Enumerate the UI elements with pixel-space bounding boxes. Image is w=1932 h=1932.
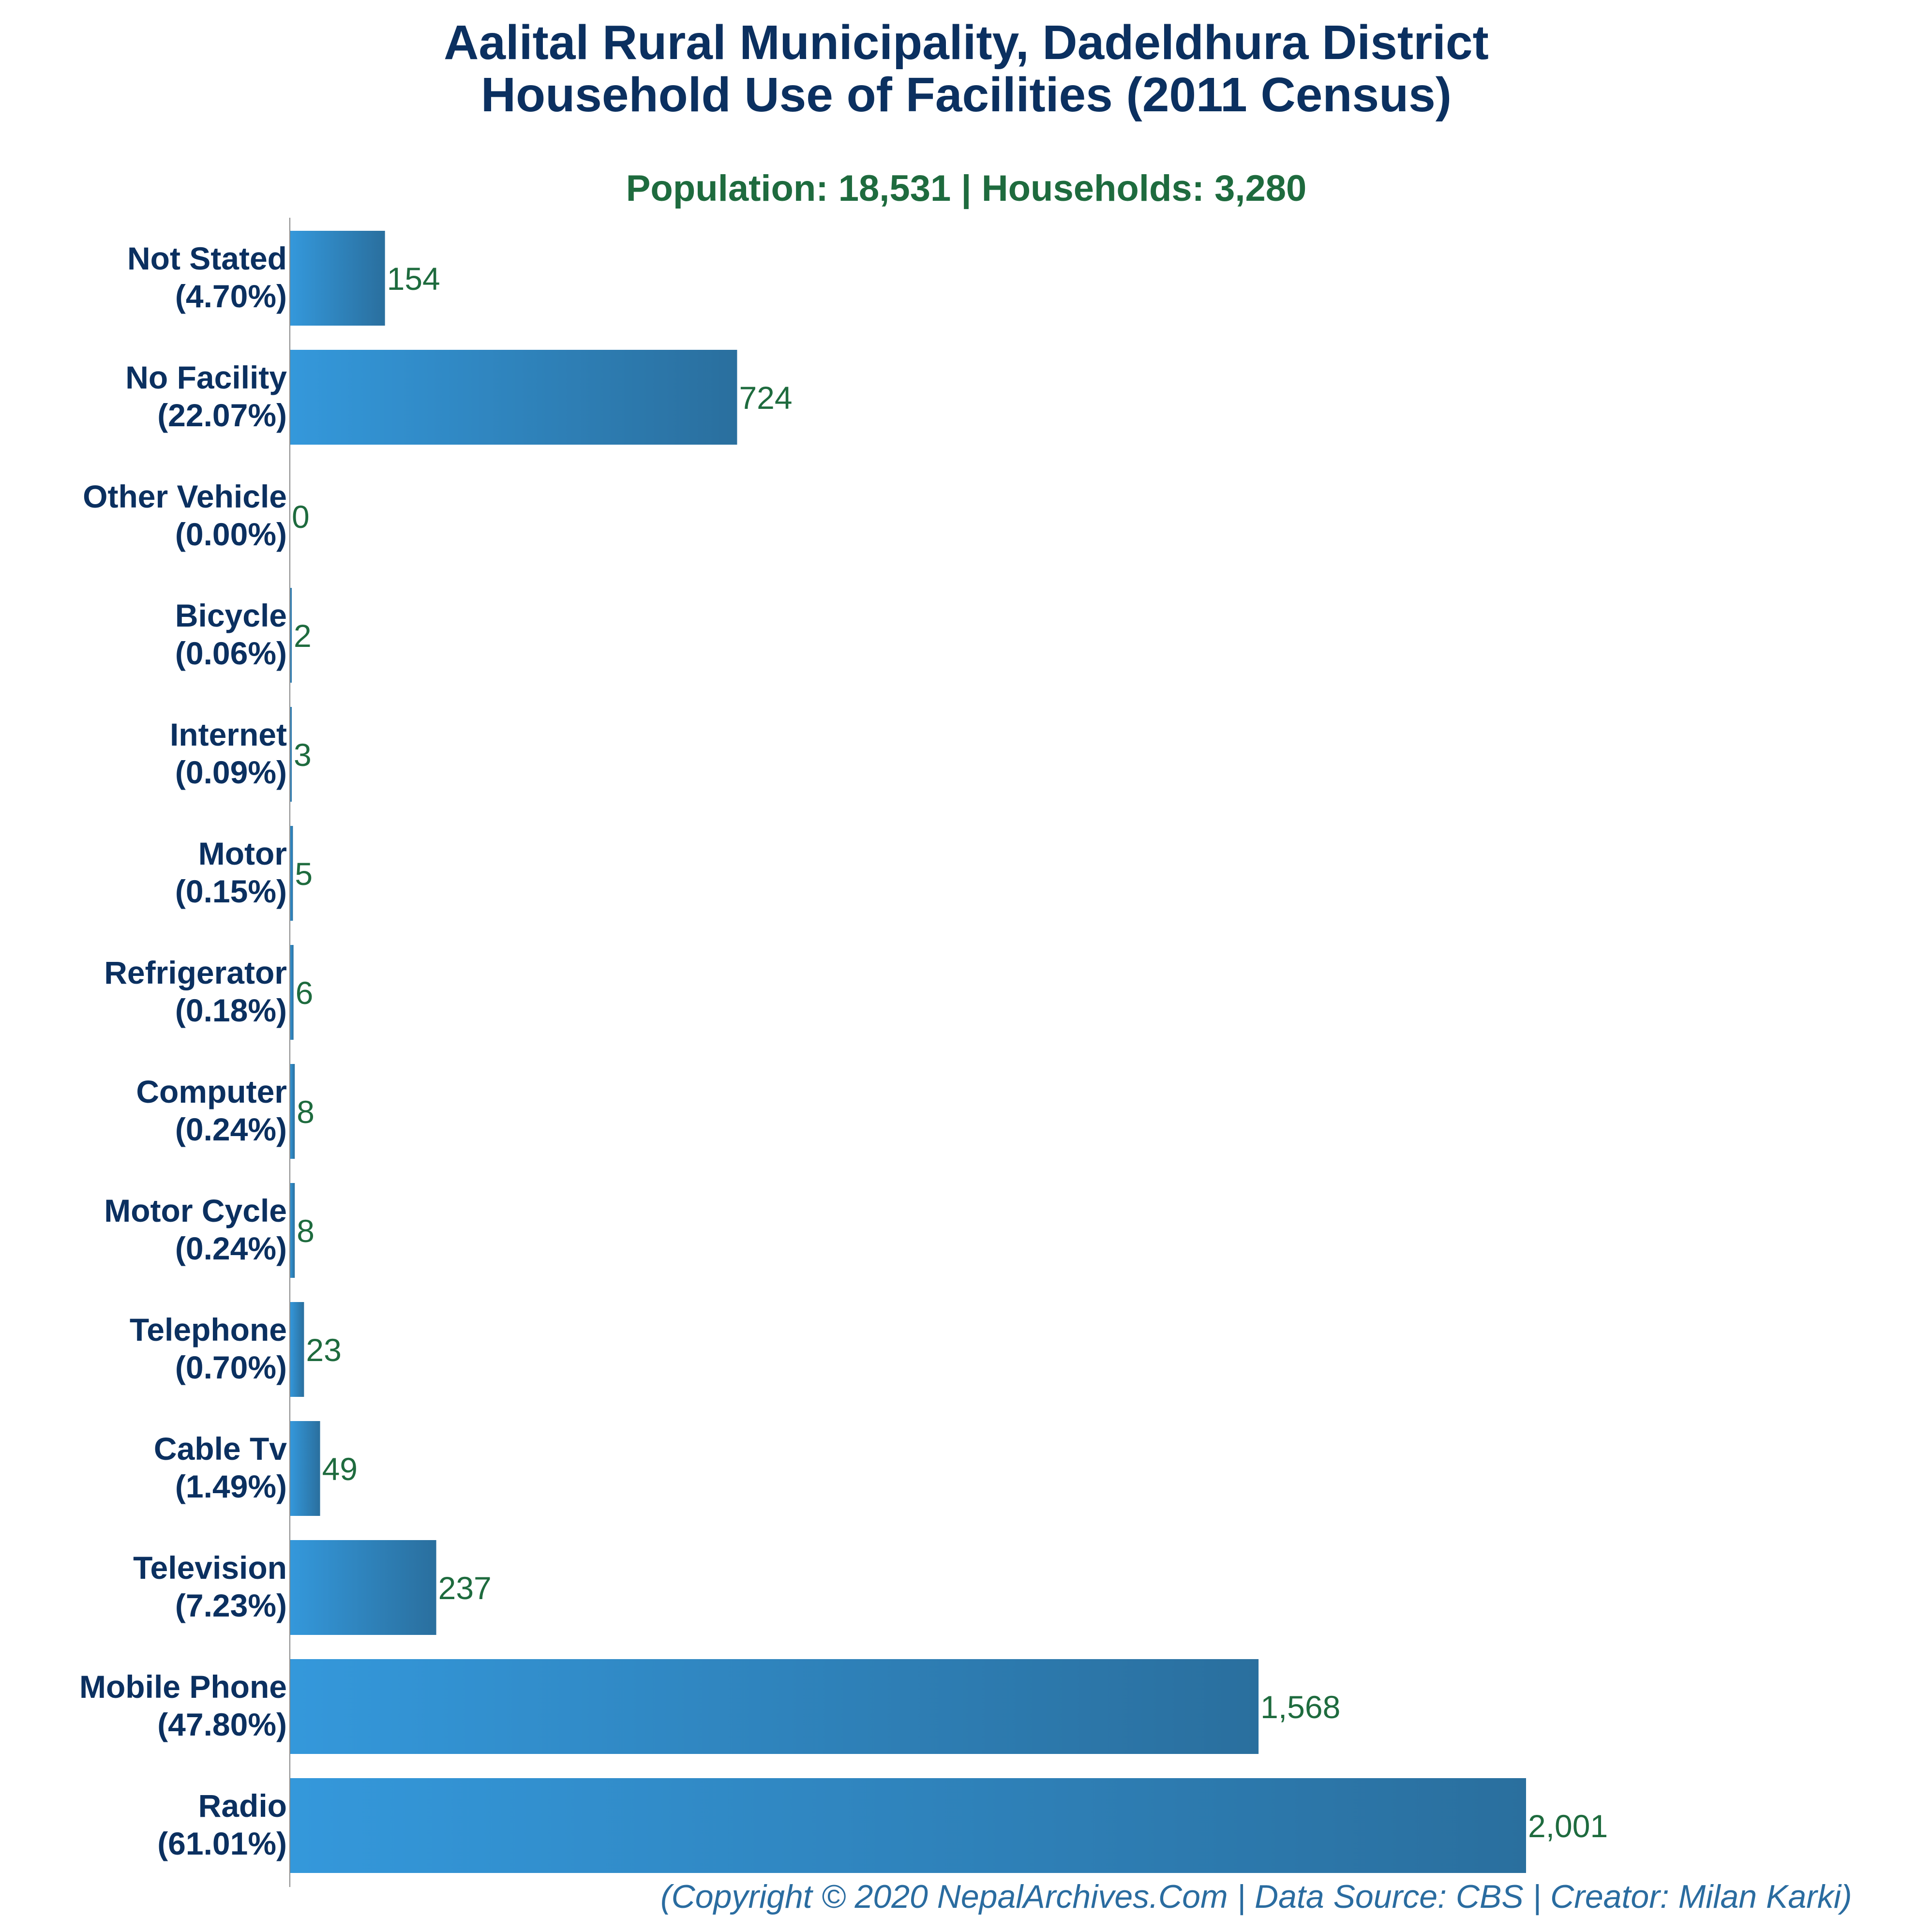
bar-no-facility	[290, 350, 737, 445]
bar-radio	[290, 1778, 1526, 1873]
bar-not-stated	[290, 231, 385, 326]
value-label-motor: 5	[295, 856, 313, 892]
category-label-bicycle: Bicycle (0.06%)	[175, 598, 287, 671]
value-label-bicycle: 2	[294, 618, 312, 654]
chart-title-line2: Household Use of Facilities (2011 Census…	[481, 68, 1452, 122]
footer-credit: (Copyright © 2020 NepalArchives.Com | Da…	[660, 1878, 1852, 1915]
chart-subtitle: Population: 18,531 | Households: 3,280	[626, 168, 1307, 210]
bar-refrigerator	[290, 945, 294, 1040]
category-label-internet: Internet (0.09%)	[170, 717, 287, 790]
value-label-other-vehicle: 0	[292, 499, 310, 535]
value-label-internet: 3	[294, 737, 312, 773]
value-label-television: 237	[438, 1570, 492, 1606]
bar-motor	[290, 826, 293, 921]
category-label-radio: Radio (61.01%)	[157, 1788, 287, 1861]
category-label-other-vehicle: Other Vehicle (0.00%)	[83, 479, 287, 552]
bar-internet	[290, 707, 292, 802]
bar-telephone	[290, 1302, 304, 1397]
category-label-refrigerator: Refrigerator (0.18%)	[104, 955, 287, 1028]
value-label-radio: 2,001	[1528, 1808, 1608, 1844]
value-label-motor-cycle: 8	[297, 1213, 315, 1249]
bar-cable-tv	[290, 1421, 320, 1516]
bar-bicycle	[290, 588, 292, 683]
value-label-computer: 8	[297, 1094, 315, 1130]
category-label-not-stated: Not Stated (4.70%)	[127, 240, 287, 314]
bar-mobile-phone	[290, 1659, 1259, 1754]
category-label-mobile-phone: Mobile Phone (47.80%)	[79, 1669, 287, 1742]
category-label-computer: Computer (0.24%)	[136, 1074, 287, 1147]
category-label-motor: Motor (0.15%)	[175, 836, 287, 909]
category-label-telephone: Telephone (0.70%)	[130, 1312, 287, 1385]
value-label-refrigerator: 6	[296, 975, 314, 1011]
value-label-no-facility: 724	[739, 380, 792, 416]
category-label-television: Television (7.23%)	[133, 1550, 287, 1623]
value-label-not-stated: 154	[387, 261, 440, 297]
category-label-no-facility: No Facility (22.07%)	[125, 359, 287, 433]
category-label-motor-cycle: Motor Cycle (0.24%)	[104, 1193, 287, 1266]
value-label-mobile-phone: 1,568	[1260, 1689, 1340, 1725]
bar-motor-cycle	[290, 1183, 295, 1278]
bar-television	[290, 1540, 436, 1635]
value-label-telephone: 23	[306, 1332, 341, 1368]
chart-title-line1: Aalital Rural Municipality, Dadeldhura D…	[444, 15, 1489, 70]
value-label-cable-tv: 49	[322, 1451, 358, 1487]
category-label-cable-tv: Cable Tv (1.49%)	[154, 1431, 287, 1504]
bar-computer	[290, 1064, 295, 1159]
bars-group: 154 Not Stated (4.70%) 724 No Facility (22.07…	[79, 231, 1608, 1873]
